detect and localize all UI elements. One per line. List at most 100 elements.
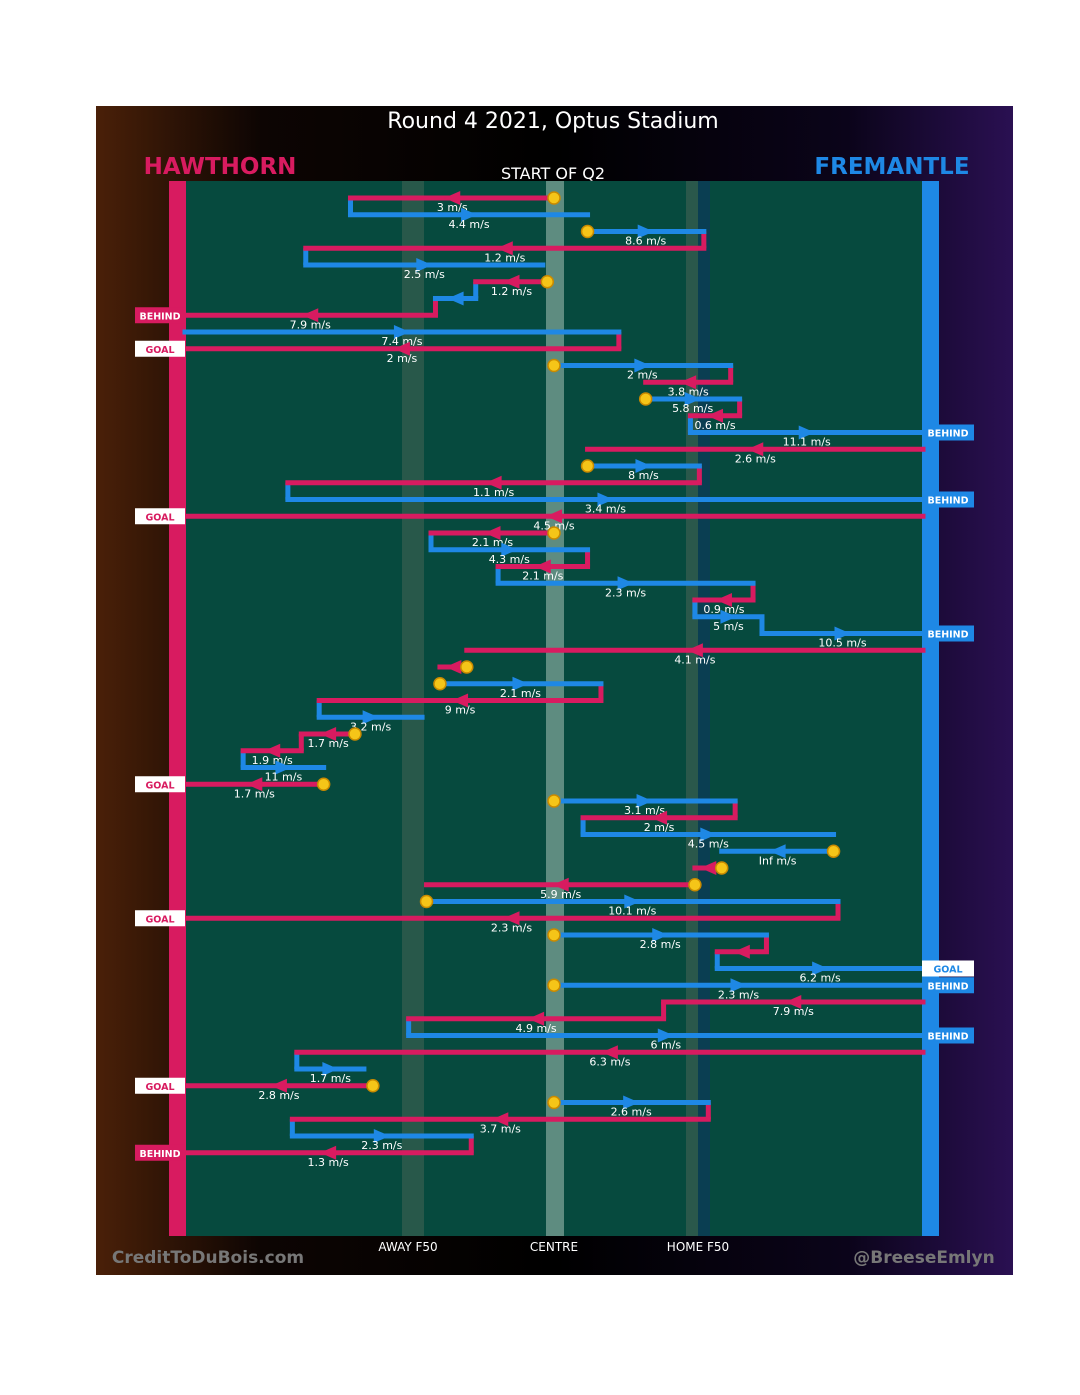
direction-arrow: [322, 1062, 339, 1076]
speed-label: 8 m/s: [628, 469, 659, 482]
speed-label: 2.3 m/s: [605, 586, 646, 599]
direction-arrow: [680, 375, 697, 390]
speed-label: 2.8 m/s: [258, 1089, 299, 1102]
speed-label: 7.9 m/s: [290, 318, 331, 331]
stoppage-marker: [547, 191, 561, 205]
direction-arrow: [546, 509, 562, 524]
score-badge: [922, 960, 974, 977]
direction-arrow: [496, 241, 513, 256]
speed-label: 2.1 m/s: [500, 687, 541, 700]
speed-label: 4.4 m/s: [448, 218, 489, 231]
direction-arrow: [635, 459, 652, 473]
direction-arrow: [393, 341, 410, 356]
score-badge: [135, 508, 185, 525]
score-badge: [922, 1027, 974, 1044]
direction-arrow: [528, 1011, 545, 1026]
direction-arrow: [636, 794, 653, 808]
speed-label: 5.8 m/s: [672, 402, 713, 415]
speed-label: 7.9 m/s: [773, 1005, 814, 1018]
direction-arrow: [264, 743, 281, 758]
score-badge: [922, 977, 974, 994]
score-badge-label: BEHIND: [927, 496, 968, 507]
direction-arrow: [707, 408, 724, 423]
speed-label: 1.3 m/s: [308, 1156, 349, 1169]
footer-credit: CreditToDuBois.com: [112, 1248, 304, 1268]
direction-arrow: [461, 207, 478, 222]
stoppage-marker: [547, 1095, 561, 1110]
direction-arrow: [444, 191, 461, 205]
axis-label-centre: CENTRE: [530, 1240, 578, 1254]
direction-arrow: [452, 693, 469, 708]
stoppage-marker: [580, 224, 595, 239]
stoppage-marker: [714, 861, 729, 875]
speed-label: 1.7 m/s: [308, 737, 349, 750]
speed-label: 1.2 m/s: [484, 251, 525, 264]
speed-label: 2.6 m/s: [611, 1106, 652, 1119]
left-goal-line: [169, 181, 186, 1236]
direction-arrow: [447, 291, 464, 306]
direction-arrow: [634, 358, 651, 373]
speed-label: 4.1 m/s: [674, 653, 715, 666]
direction-arrow: [684, 392, 701, 406]
speed-label: 2.8 m/s: [640, 938, 681, 951]
stoppage-marker: [638, 392, 653, 406]
speed-label: 8.6 m/s: [625, 235, 666, 248]
stoppage-marker: [826, 844, 841, 858]
direction-arrow: [637, 224, 654, 239]
direction-arrow: [320, 1145, 337, 1160]
direction-arrow: [651, 810, 668, 825]
score-badge-label: BEHIND: [927, 429, 968, 440]
right-goal-line: [922, 181, 939, 1236]
direction-arrow: [686, 643, 703, 658]
direction-arrow: [733, 944, 750, 959]
direction-arrow: [445, 660, 462, 674]
direction-arrow: [512, 676, 529, 691]
home-f50-band: [686, 181, 698, 1236]
speed-label: 1.1 m/s: [473, 486, 514, 499]
direction-arrow: [720, 609, 737, 624]
speed-label: 3.8 m/s: [668, 385, 709, 398]
direction-arrow: [534, 559, 551, 574]
direction-arrow: [617, 576, 634, 591]
score-badge: [135, 307, 185, 324]
speed-label: 4.5 m/s: [533, 519, 574, 532]
score-badge-label: GOAL: [933, 965, 962, 976]
direction-arrow: [492, 1112, 509, 1127]
speed-label: 1.7 m/s: [310, 1072, 351, 1085]
axis-label-away-f50: AWAY F50: [378, 1240, 437, 1254]
direction-arrow: [624, 894, 641, 909]
speed-label: 6.2 m/s: [800, 972, 841, 985]
footer-handle: @BreeseEmlyn: [853, 1248, 994, 1268]
direction-arrow: [362, 710, 379, 725]
speed-label: 2.6 m/s: [735, 452, 776, 465]
speed-label: 4.5 m/s: [688, 838, 729, 851]
speed-label: 2 m/s: [627, 369, 658, 382]
score-badge-label: BEHIND: [927, 1032, 968, 1043]
speed-label: 7.4 m/s: [381, 335, 422, 348]
direction-arrow: [246, 777, 263, 792]
stoppage-marker: [580, 459, 595, 473]
score-badge-label: GOAL: [145, 914, 174, 925]
score-badge-label: BEHIND: [139, 1149, 180, 1160]
direction-arrow: [601, 1045, 618, 1060]
away-f50-band: [402, 181, 424, 1236]
speed-label: 0.9 m/s: [703, 603, 744, 616]
score-badge-label: GOAL: [145, 780, 174, 791]
direction-arrow: [657, 1028, 674, 1043]
score-badge: [135, 1144, 185, 1161]
direction-arrow: [769, 844, 786, 859]
direction-arrow: [552, 877, 569, 892]
speed-label: 1.9 m/s: [252, 754, 293, 767]
direction-arrow: [503, 274, 520, 289]
speed-label: 3.1 m/s: [624, 804, 665, 817]
speed-label: 3 m/s: [437, 201, 468, 214]
chart-subtitle: START OF Q2: [501, 164, 605, 183]
speed-label: 5 m/s: [713, 620, 744, 633]
speed-label: 3.4 m/s: [585, 503, 626, 516]
score-badge: [922, 424, 974, 441]
score-badge: [922, 491, 974, 508]
direction-arrow: [785, 995, 802, 1009]
chart-title: Round 4 2021, Optus Stadium: [387, 109, 718, 134]
speed-label: 11 m/s: [265, 771, 303, 784]
